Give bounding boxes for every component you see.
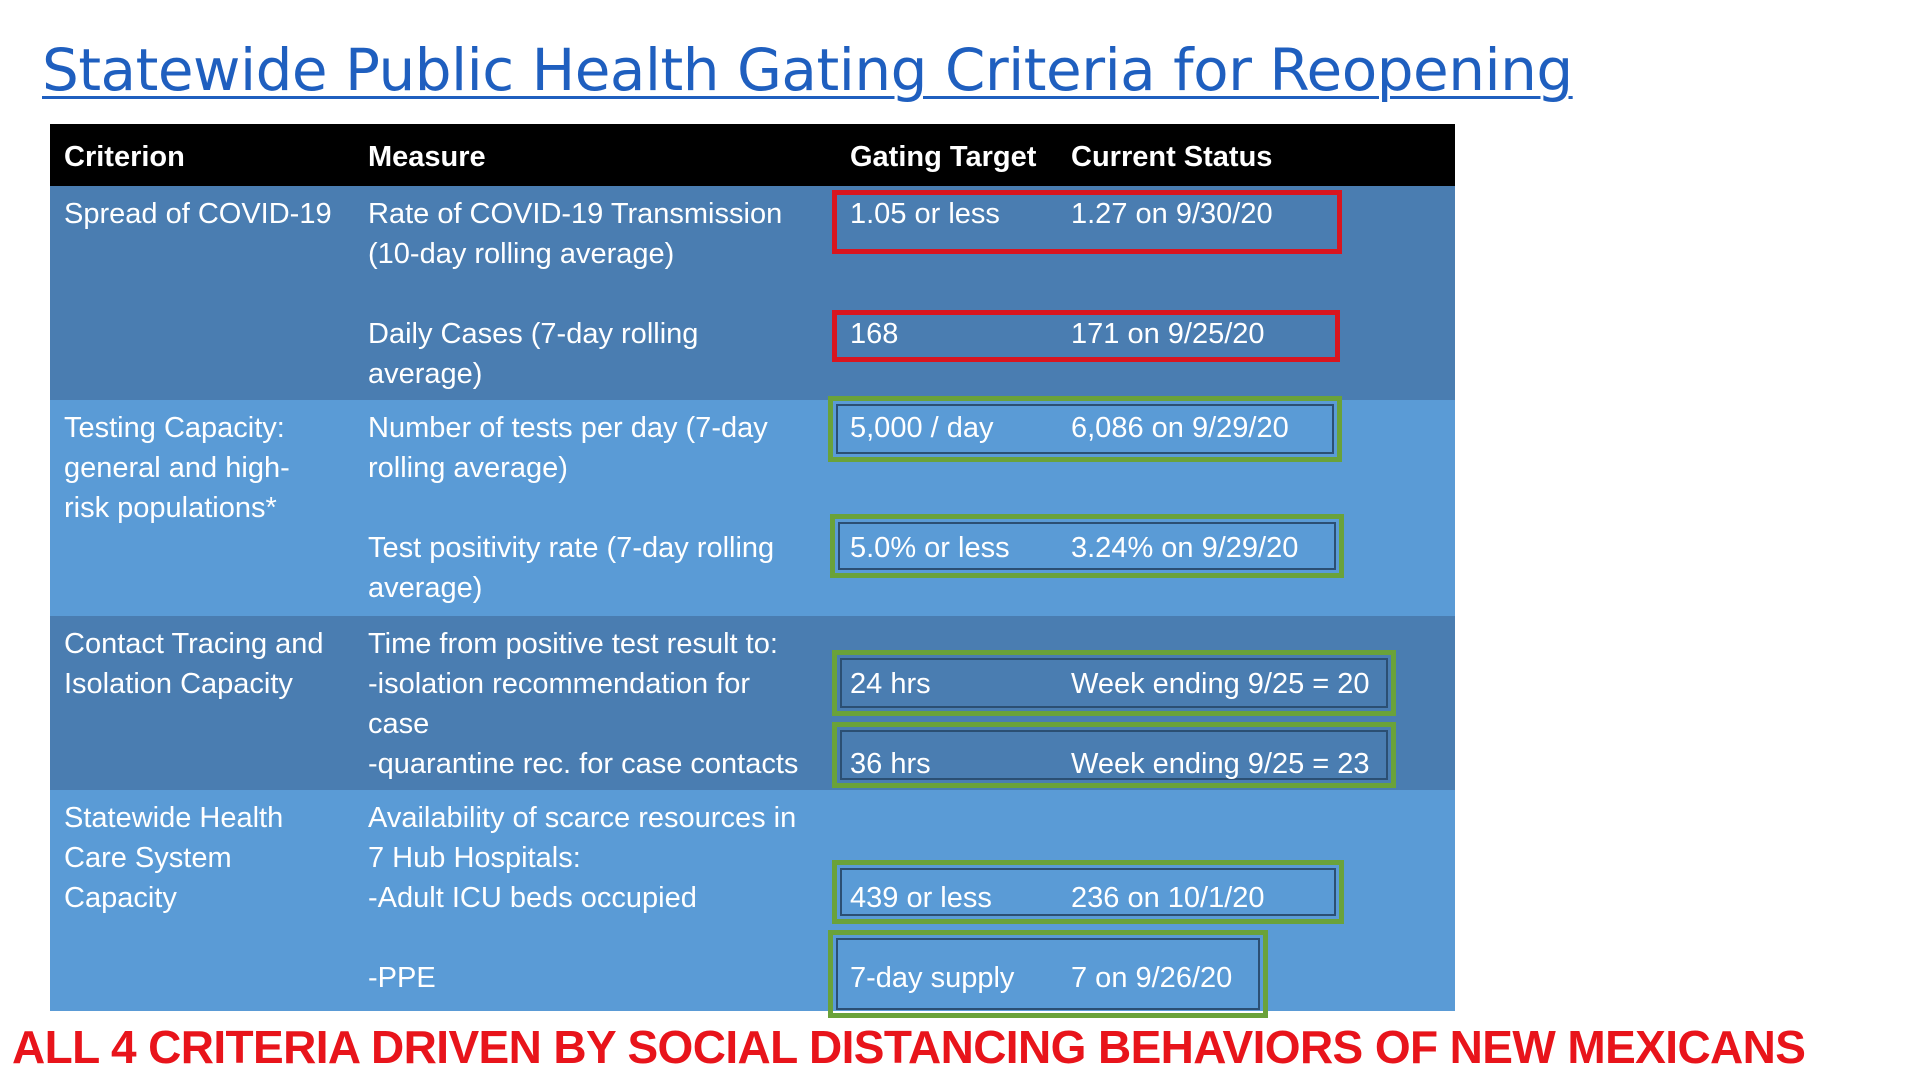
measure-text: Number of tests per day (7-day: [368, 412, 768, 444]
current-status-value: 6,086 on 9/29/20: [1071, 412, 1289, 444]
measure-text: -PPE: [368, 962, 436, 994]
section-testing: Testing Capacity: general and high- risk…: [50, 396, 1455, 616]
current-status-value: Week ending 9/25 = 20: [1071, 668, 1370, 700]
measure-intro: Time from positive test result to:: [368, 628, 778, 660]
criterion-label: Spread of COVID-19: [64, 198, 332, 230]
gating-criteria-table: Criterion Measure Gating Target Current …: [50, 124, 1455, 1018]
criterion-label: risk populations*: [64, 492, 277, 524]
gating-target-value: 24 hrs: [850, 668, 931, 700]
status-highlight-box-red: [832, 310, 1340, 362]
measure-text: Test positivity rate (7-day rolling: [368, 532, 775, 564]
measure-text: Daily Cases (7-day rolling: [368, 318, 699, 350]
measure-intro: 7 Hub Hospitals:: [368, 842, 581, 874]
section-contact-tracing: Contact Tracing and Isolation Capacity T…: [50, 616, 1455, 790]
criterion-label: Testing Capacity:: [64, 412, 285, 444]
criterion-label: Statewide Health: [64, 802, 284, 834]
measure-text: case: [368, 708, 430, 740]
header-current-status: Current Status: [1071, 141, 1273, 173]
gating-target-value: 439 or less: [850, 882, 992, 914]
criterion-label: Isolation Capacity: [64, 668, 293, 700]
current-status-value: 7 on 9/26/20: [1071, 962, 1233, 994]
criterion-label: Care System: [64, 842, 232, 874]
gating-target-value: 168: [850, 318, 899, 350]
measure-text: rolling average): [368, 452, 568, 484]
criterion-label: Capacity: [64, 882, 177, 914]
current-status-value: 236 on 10/1/20: [1071, 882, 1265, 914]
measure-text: (10-day rolling average): [368, 238, 675, 270]
gating-target-value: 5.0% or less: [850, 532, 1010, 564]
gating-target-value: 36 hrs: [850, 748, 931, 780]
gating-target-value: 7-day supply: [850, 962, 1015, 994]
table-header-row: Criterion Measure Gating Target Current …: [50, 124, 1455, 186]
gating-target-value: 1.05 or less: [850, 198, 1000, 230]
criterion-label: general and high-: [64, 452, 290, 484]
measure-text: average): [368, 572, 483, 604]
measure-text: -isolation recommendation for: [368, 668, 751, 700]
measure-text: Rate of COVID-19 Transmission: [368, 198, 783, 230]
measure-text: -Adult ICU beds occupied: [368, 882, 697, 914]
measure-text: average): [368, 358, 483, 390]
header-gating-target: Gating Target: [850, 141, 1037, 173]
current-status-value: 3.24% on 9/29/20: [1071, 532, 1299, 564]
current-status-value: 171 on 9/25/20: [1071, 318, 1265, 350]
header-criterion: Criterion: [64, 141, 185, 173]
current-status-value: 1.27 on 9/30/20: [1071, 198, 1273, 230]
section-spread: Spread of COVID-19 Rate of COVID-19 Tran…: [50, 186, 1455, 400]
status-highlight-box-red: [832, 190, 1342, 254]
measure-intro: Availability of scarce resources in: [368, 802, 797, 834]
section-health-care: Statewide Health Care System Capacity Av…: [50, 790, 1455, 1018]
page-title: Statewide Public Health Gating Criteria …: [42, 36, 1573, 104]
criteria-banner: ALL 4 CRITERIA DRIVEN BY SOCIAL DISTANCI…: [12, 1021, 1806, 1073]
measure-text: -quarantine rec. for case contacts: [368, 748, 799, 780]
header-measure: Measure: [368, 141, 486, 173]
gating-target-value: 5,000 / day: [850, 412, 994, 444]
current-status-value: Week ending 9/25 = 23: [1071, 748, 1370, 780]
criterion-label: Contact Tracing and: [64, 628, 324, 660]
